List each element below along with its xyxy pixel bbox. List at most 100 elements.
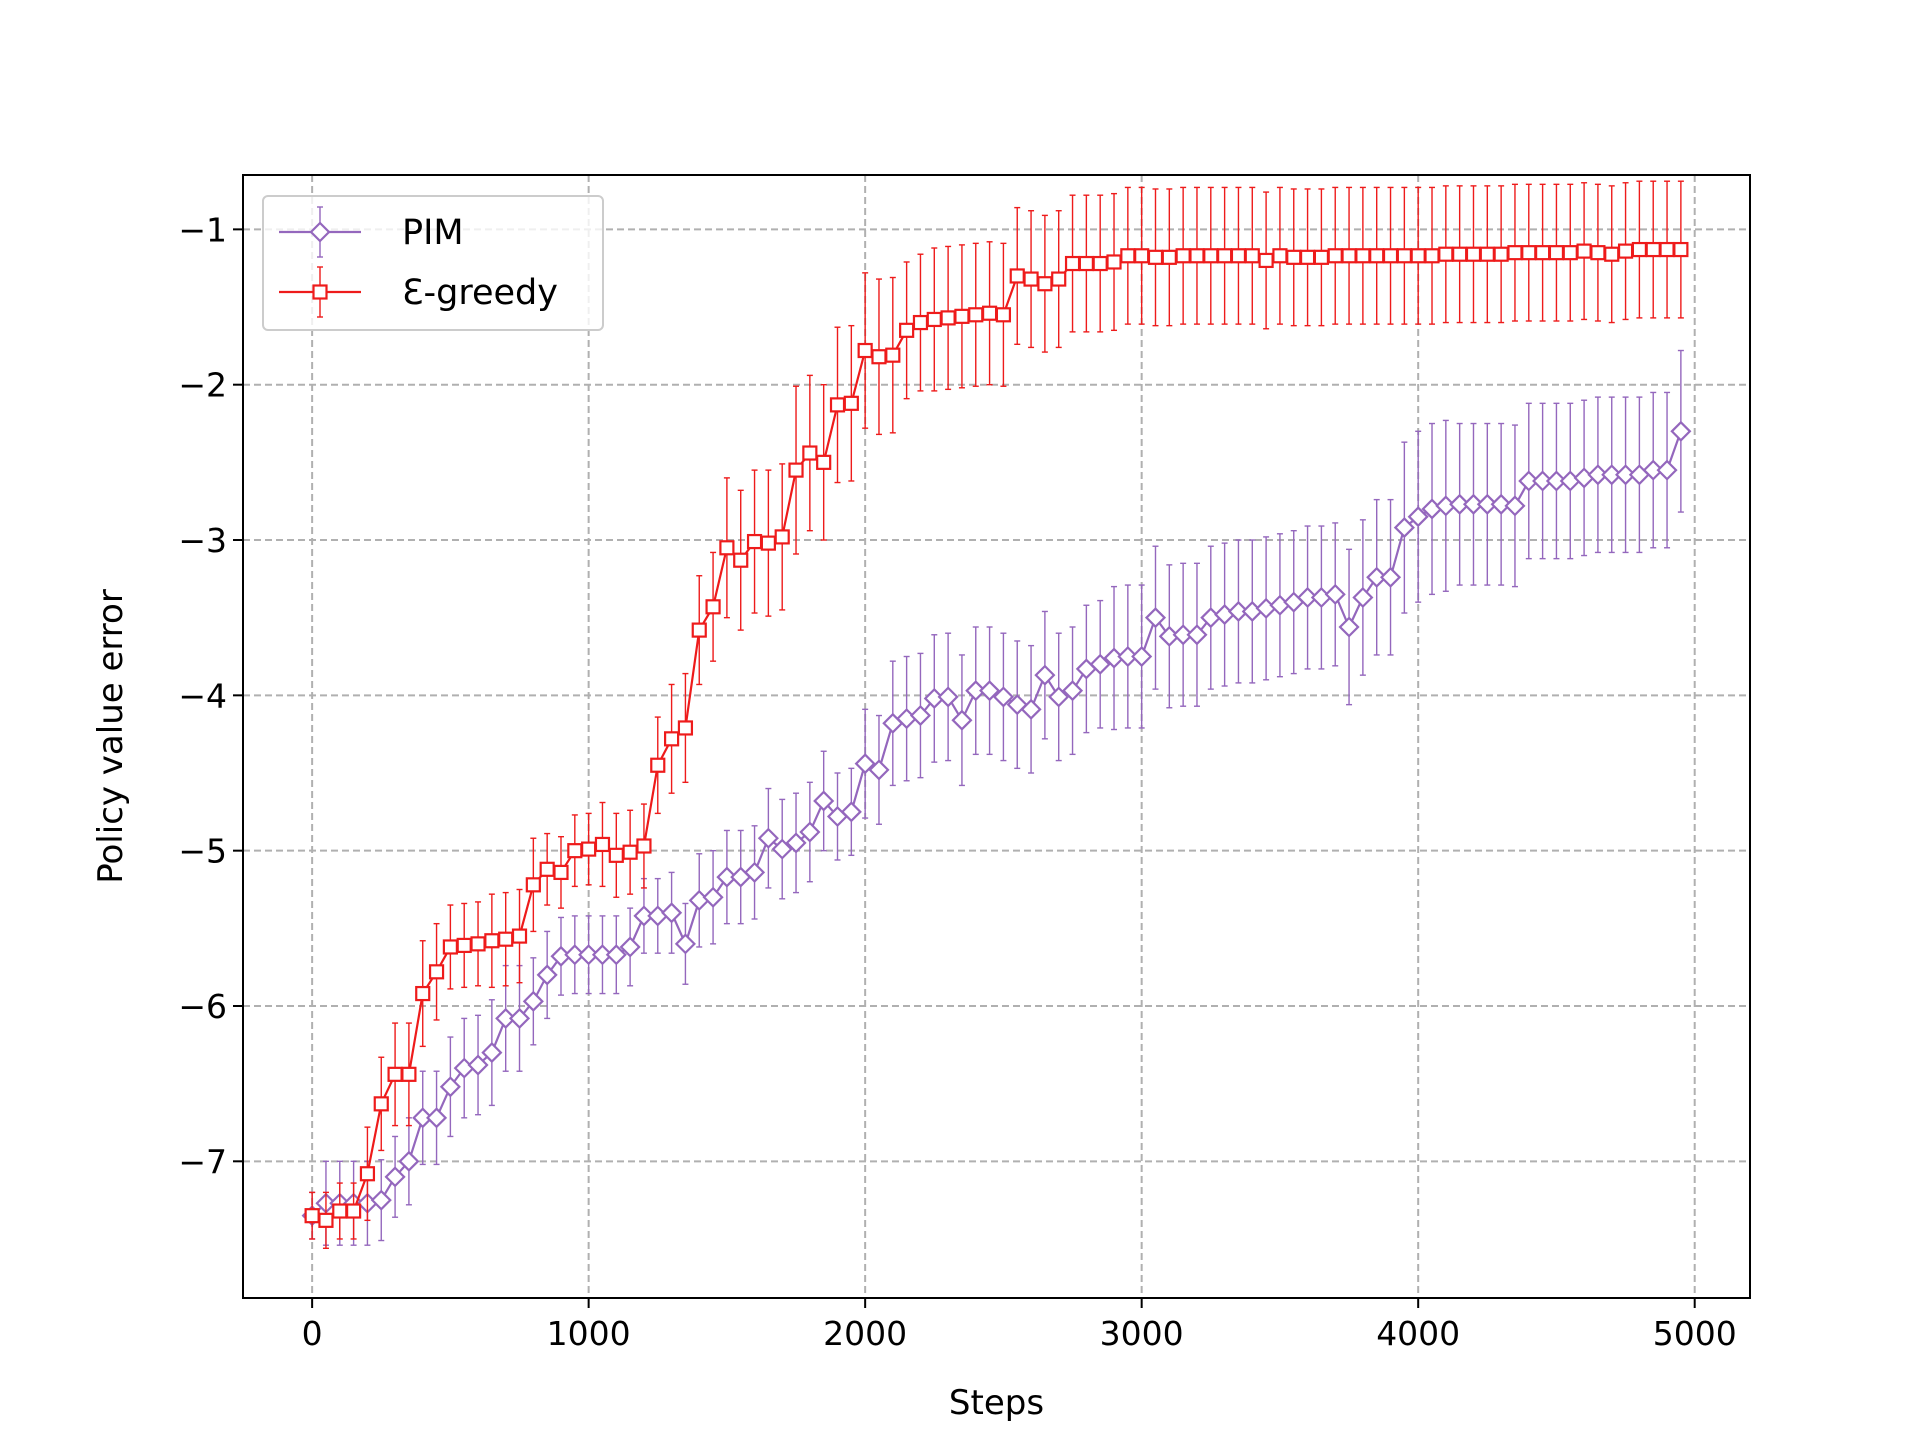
data-point [1258,252,1274,269]
legend: PIM Ɛ-greedy [262,195,604,331]
data-point [1051,271,1067,287]
data-point [1203,248,1219,264]
data-point [370,1189,392,1211]
data-point [1562,245,1578,261]
data-point [757,827,779,849]
data-point [498,931,514,947]
data-point [619,936,641,958]
data-point [1521,245,1537,261]
data-point [1092,255,1108,272]
data-point [1189,248,1205,264]
data-point [373,1096,389,1112]
data-point [470,936,486,952]
data-point [1078,255,1094,272]
y-tick-label: −1 [178,210,227,249]
data-point [525,877,541,893]
legend-box [262,195,604,331]
data-point [633,905,655,927]
data-point [359,1166,376,1182]
data-point [1410,248,1426,264]
data-point [743,861,766,883]
legend-entry-egreedy: Ɛ-greedy [279,266,558,318]
data-point [802,445,818,461]
data-point [511,928,528,944]
data-point [1424,248,1440,264]
data-point [1396,248,1412,264]
data-point [1299,249,1316,265]
data-point [661,902,683,924]
data-point [1493,246,1509,262]
data-point [1175,248,1191,264]
plot-series [301,180,1692,1249]
data-point [954,308,970,324]
data-point [899,322,915,338]
data-point [937,686,959,708]
data-point [1645,241,1661,258]
data-point [760,535,776,551]
legend-entry-pim: PIM [279,206,464,258]
data-point [1532,470,1554,492]
y-tick-label: −3 [178,521,227,560]
data-point [636,838,652,854]
data-point [663,731,680,747]
data-point [415,985,431,1002]
data-point [439,1076,461,1098]
data-point [456,937,472,954]
data-point [346,1203,362,1219]
data-point [1020,698,1042,720]
data-point [401,1066,417,1082]
data-point [871,349,887,365]
data-point [940,310,956,326]
data-point [1324,583,1346,605]
x-axis-label: Steps [949,1383,1044,1423]
data-point [481,1042,503,1064]
data-point [926,311,942,328]
data-point [1089,653,1111,675]
data-point [1352,586,1374,609]
data-point [829,397,846,413]
legend-label-pim: PIM [402,213,464,253]
data-point [1144,607,1167,629]
data-point [1631,241,1647,258]
data-point [719,540,735,556]
y-axis-label: Policy value error [91,589,131,884]
data-point [1548,245,1565,261]
data-point [1338,616,1360,638]
data-point [785,832,807,854]
data-point [650,757,666,773]
data-point [1659,241,1675,258]
data-point [1272,248,1288,264]
data-point [1355,248,1371,264]
series-pim [301,349,1692,1246]
data-point [733,552,749,568]
data-point [857,342,873,359]
data-point [771,838,793,860]
data-point [1479,246,1495,262]
y-tick-label: −6 [178,987,227,1026]
data-point [1393,517,1415,539]
data-point [705,599,721,615]
data-point [843,395,859,411]
data-point [1518,470,1540,492]
data-point [578,944,600,966]
data-point [702,886,724,908]
data-point [1131,645,1153,668]
data-point [1106,254,1122,270]
data-point [816,454,832,470]
data-point [467,1054,489,1076]
data-point [716,866,738,888]
data-point [799,821,821,843]
data-point [992,686,1014,708]
x-tick-label: 3000 [1100,1314,1184,1353]
data-point [965,680,987,702]
data-point [1341,248,1357,264]
data-point [442,939,458,955]
data-point [412,1107,434,1129]
data-point [1545,470,1567,492]
data-point [1656,459,1678,481]
data-point [1476,493,1498,515]
y-tick-label: −2 [178,366,227,405]
data-point [1462,493,1485,515]
x-tick-label: 4000 [1376,1314,1460,1353]
data-point [1449,493,1471,515]
